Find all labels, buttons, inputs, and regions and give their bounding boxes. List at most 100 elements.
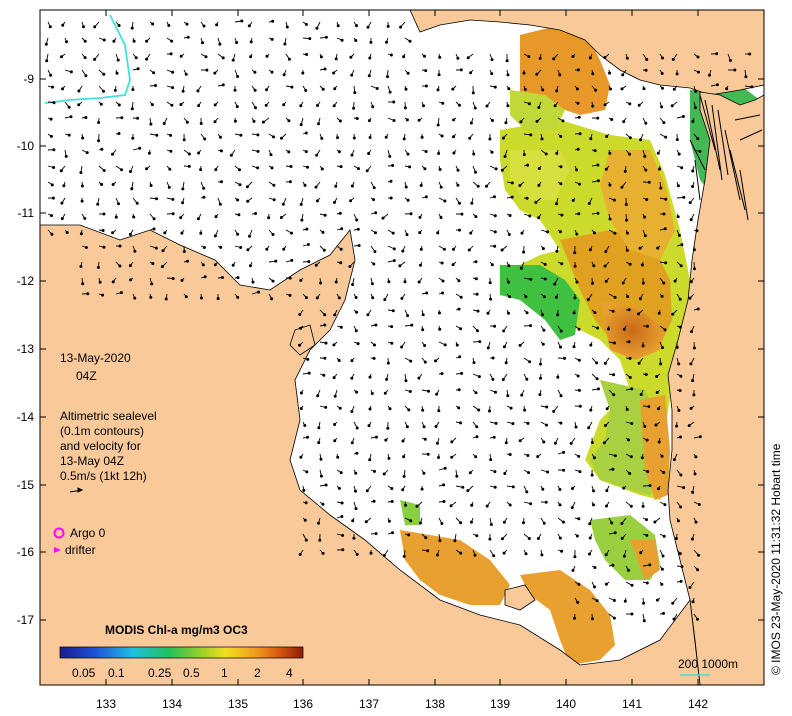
velocity-arrow-head [470, 520, 473, 524]
velocity-arrow-head [246, 248, 250, 252]
velocity-arrow-head [83, 216, 87, 220]
velocity-arrow-head [680, 166, 684, 170]
velocity-arrow-head [663, 328, 667, 332]
velocity-arrow-head [470, 201, 474, 205]
velocity-arrow-head [541, 342, 545, 346]
velocity-arrow-head [299, 278, 303, 282]
velocity-arrow-head [364, 520, 368, 524]
velocity-arrow-head [456, 56, 460, 60]
velocity-arrow-head [443, 466, 447, 470]
velocity-arrow-head [476, 184, 480, 188]
velocity-arrow-head [605, 489, 609, 493]
velocity-arrow-head [511, 485, 515, 489]
velocity-arrow-head [341, 548, 345, 552]
velocity-arrow-head [559, 165, 563, 169]
velocity-arrow-head [492, 554, 496, 558]
velocity-arrow-head [340, 227, 344, 231]
velocity-arrow-head [229, 153, 233, 157]
colorbar-label: 2 [254, 666, 261, 680]
argo-marker-icon [53, 527, 65, 539]
velocity-arrow-head [493, 214, 497, 218]
velocity-arrow-head [199, 168, 203, 172]
velocity-arrow-head [555, 89, 559, 93]
velocity-arrow-head [391, 531, 394, 535]
velocity-arrow-head [160, 265, 164, 269]
velocity-arrow-head [170, 103, 174, 107]
velocity-arrow-head [390, 487, 394, 490]
velocity-arrow-head [401, 488, 405, 492]
velocity-arrow-head [503, 472, 507, 475]
velocity-arrow-head [303, 424, 307, 427]
velocity-arrow-head [399, 25, 403, 29]
velocity-arrow-head [202, 195, 206, 199]
velocity-arrow-head [490, 150, 494, 154]
velocity-arrow-head [408, 390, 412, 393]
velocity-arrow-head [340, 515, 344, 518]
velocity-arrow-head [285, 25, 289, 29]
velocity-arrow-head [441, 291, 444, 295]
velocity-arrow-head [419, 184, 423, 187]
velocity-arrow-head [493, 85, 497, 89]
velocity-arrow-head [638, 297, 642, 301]
velocity-arrow-head [628, 376, 632, 379]
velocity-arrow-head [488, 137, 492, 141]
velocity-arrow-head [219, 135, 222, 139]
velocity-arrow-head [302, 488, 306, 492]
velocity-arrow-head [333, 313, 337, 317]
velocity-arrow-head [102, 89, 105, 93]
velocity-arrow-head [67, 105, 71, 109]
x-axis-ticks: 133 134 135 136 137 138 139 140 141 142 [96, 10, 708, 711]
velocity-arrow-head [423, 437, 427, 441]
velocity-arrow-head [272, 135, 275, 139]
velocity-arrow-head [373, 469, 376, 473]
velocity-arrow-head [622, 327, 626, 331]
velocity-arrow-head [500, 168, 504, 172]
velocity-arrow-head [696, 137, 700, 141]
velocity-arrow-head [663, 503, 667, 507]
velocity-arrow-head [93, 57, 97, 61]
velocity-arrow-head [113, 88, 117, 92]
velocity-arrow-head [476, 309, 480, 313]
velocity-arrow-head [640, 456, 644, 460]
velocity-arrow-head [562, 450, 566, 454]
velocity-arrow-head [537, 106, 541, 109]
velocity-arrow-head [698, 435, 702, 439]
velocity-arrow-head [613, 295, 617, 299]
velocity-arrow-head [305, 227, 309, 231]
velocity-arrow-head [102, 72, 106, 76]
velocity-arrow-head [612, 198, 616, 202]
velocity-arrow-head [645, 58, 649, 61]
velocity-arrow-head [748, 52, 752, 56]
velocity-arrow-head [333, 394, 337, 398]
velocity-arrow-head [692, 248, 696, 252]
velocity-arrow-head [100, 183, 104, 186]
velocity-arrow-head [117, 132, 121, 135]
velocity-arrow-head [402, 55, 406, 59]
velocity-arrow-head [179, 103, 183, 106]
velocity-arrow-head [672, 458, 676, 462]
velocity-arrow-head [408, 165, 412, 169]
velocity-arrow-head [473, 106, 477, 110]
velocity-arrow-head [674, 537, 678, 540]
velocity-arrow-head [485, 184, 488, 188]
velocity-arrow-head [535, 119, 539, 123]
velocity-arrow-head [351, 283, 355, 286]
legend-line-4: 13-May 04Z [60, 454, 124, 468]
velocity-arrow-head [438, 539, 442, 543]
velocity-arrow-head [402, 554, 406, 558]
velocity-arrow-head [132, 215, 136, 219]
velocity-arrow-head [424, 69, 428, 73]
velocity-arrow-head [169, 52, 173, 56]
velocity-arrow-head [69, 70, 73, 74]
velocity-arrow-head [86, 292, 90, 296]
velocity-arrow-head [575, 534, 579, 538]
velocity-arrow-head [304, 131, 308, 135]
velocity-arrow-head [401, 249, 405, 253]
map-time: 04Z [76, 369, 97, 383]
velocity-arrow-head [257, 290, 260, 294]
velocity-arrow-head [558, 503, 562, 507]
velocity-arrow-head [370, 392, 374, 395]
velocity-arrow-head [543, 262, 547, 266]
velocity-arrow-head [538, 393, 542, 397]
velocity-arrow-head [392, 247, 396, 251]
